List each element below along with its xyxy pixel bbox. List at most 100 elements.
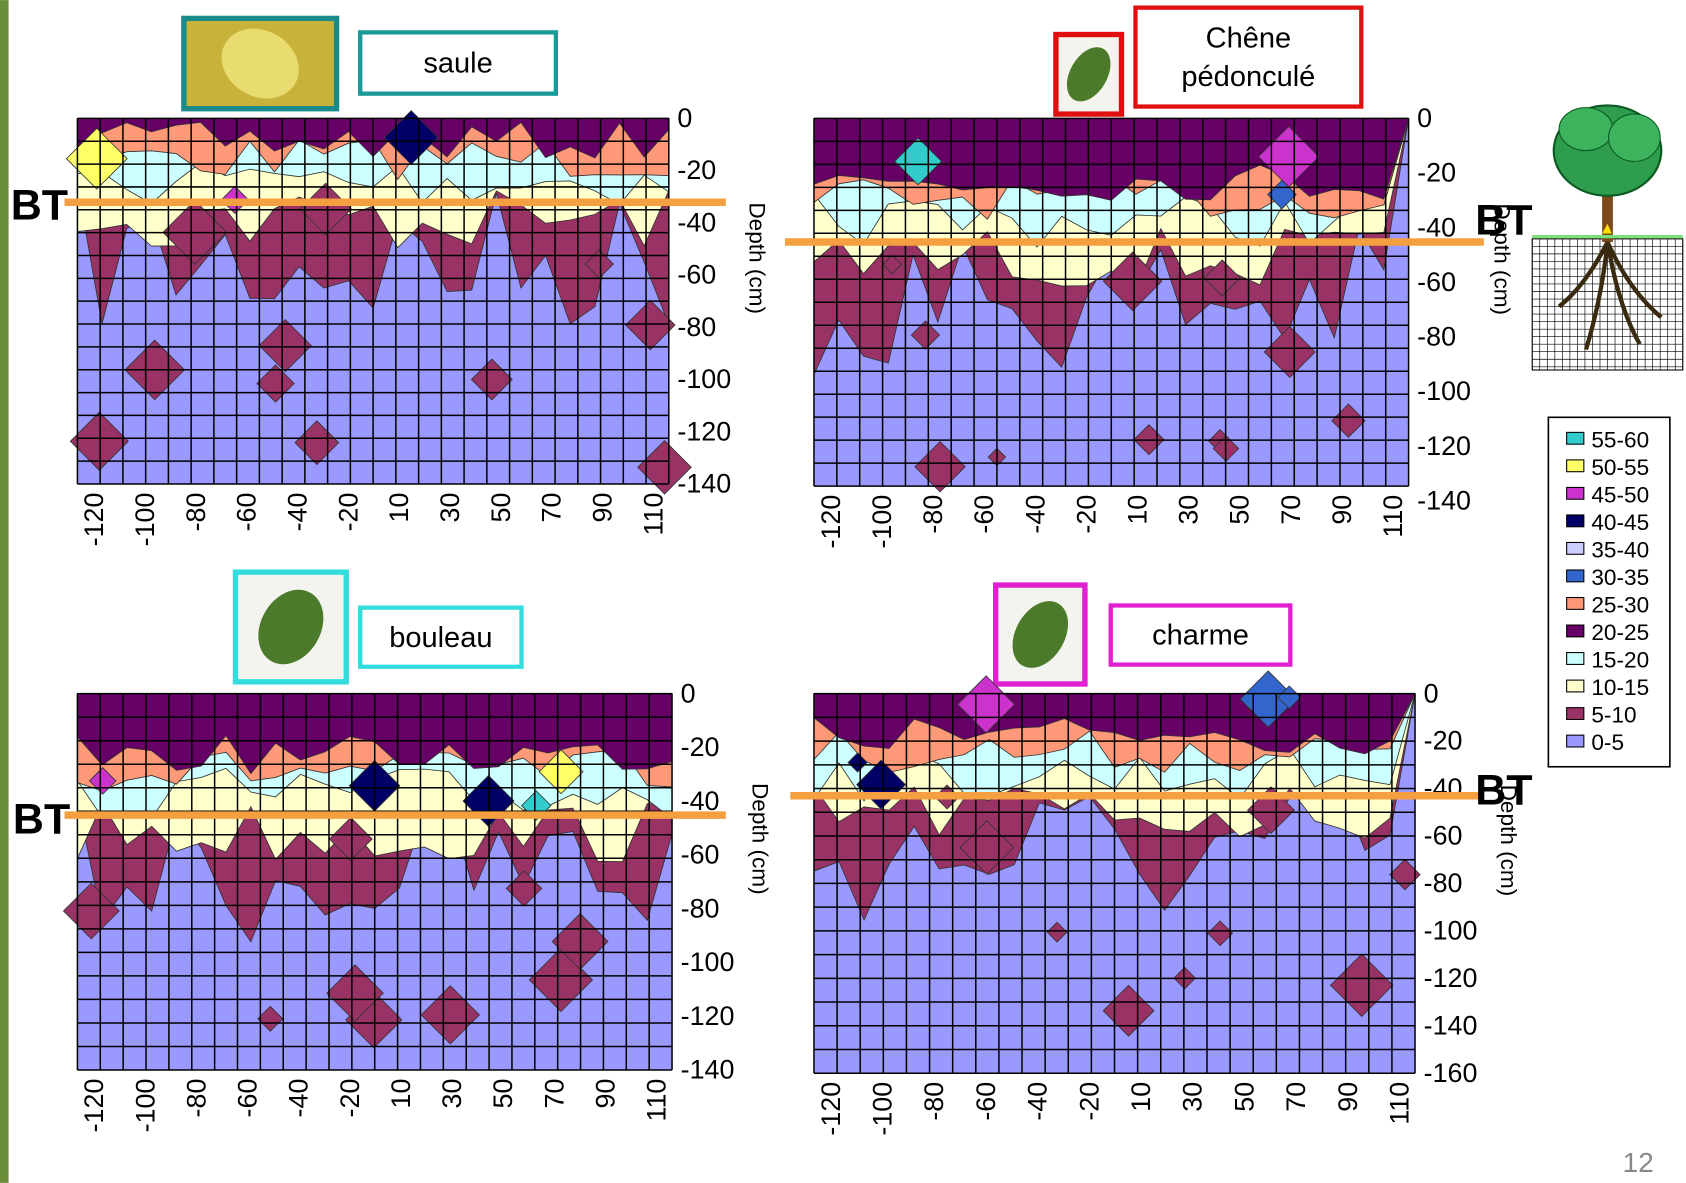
- x-tick-label: 10: [384, 493, 414, 523]
- contour-blob: [326, 964, 384, 1022]
- legend-label: 50-55: [1591, 455, 1649, 480]
- y-tick-label: -100: [677, 364, 731, 394]
- x-tick-label: -40: [1020, 495, 1050, 534]
- contour-blob: [65, 127, 128, 190]
- x-tick-label: -60: [233, 1079, 263, 1118]
- legend-label: 35-40: [1591, 538, 1649, 563]
- x-tick-label: 10: [1123, 495, 1153, 525]
- legend-label: 25-30: [1591, 593, 1649, 618]
- legend-swatch: [1566, 734, 1585, 748]
- x-tick-label: 10: [386, 1079, 416, 1109]
- x-tick-label: -60: [232, 493, 262, 532]
- x-tick-label: 70: [537, 493, 567, 523]
- y-tick-label: -120: [1417, 431, 1471, 461]
- y-tick-label: -20: [1424, 726, 1463, 756]
- y-tick-label: -40: [681, 786, 720, 816]
- bt-label: BT: [1475, 197, 1532, 245]
- legend-label: 45-50: [1591, 482, 1649, 507]
- x-tick-label: -120: [79, 1079, 109, 1133]
- legend-swatch: [1566, 569, 1585, 583]
- legend-label: 10-15: [1591, 675, 1649, 700]
- x-tick-label: -40: [284, 1079, 314, 1118]
- x-tick-label: 110: [638, 493, 668, 536]
- contour-blob: [328, 816, 373, 861]
- axis-label: Depth (cm): [748, 783, 773, 895]
- legend-label: 5-10: [1591, 703, 1636, 728]
- bt-label: BT: [11, 181, 68, 229]
- x-tick-label: 30: [437, 1079, 467, 1109]
- x-tick-label: -80: [181, 493, 211, 532]
- x-tick-label: -40: [283, 493, 313, 532]
- y-tick-label: -140: [1417, 485, 1471, 515]
- legend-swatch: [1566, 596, 1585, 610]
- contour-blob: [894, 137, 943, 186]
- x-tick-label: -100: [867, 495, 897, 549]
- x-tick-label: 70: [539, 1079, 569, 1109]
- y-tick-label: -60: [681, 840, 720, 870]
- x-tick-label: -80: [181, 1079, 211, 1118]
- y-tick-label: 0: [677, 103, 692, 133]
- contour-blob: [914, 440, 966, 493]
- contour-blob: [420, 985, 481, 1045]
- y-tick-label: -60: [1417, 267, 1456, 297]
- x-tick-label: 50: [486, 493, 516, 523]
- x-tick-label: -100: [130, 493, 160, 547]
- foliage-strip: [0, 0, 9, 1183]
- leaf: [258, 589, 324, 665]
- x-tick-label: 70: [1281, 1082, 1311, 1112]
- legend-swatch: [1566, 459, 1585, 473]
- axis-label: Depth (cm): [1490, 203, 1515, 315]
- y-tick-label: -120: [1424, 963, 1478, 993]
- page-number: 12: [1623, 1147, 1654, 1178]
- x-tick-label: 90: [588, 493, 618, 523]
- y-tick-label: -100: [1424, 915, 1478, 945]
- species-label: charme: [1152, 620, 1249, 652]
- contour-blob: [1331, 403, 1366, 438]
- y-tick-label: -100: [681, 947, 735, 977]
- legend-swatch: [1566, 707, 1585, 720]
- x-tick-label: -40: [1023, 1082, 1053, 1121]
- y-tick-label: -80: [1424, 868, 1463, 898]
- x-tick-label: -60: [969, 495, 999, 534]
- x-tick-label: 50: [1225, 495, 1255, 525]
- y-tick-label: -20: [681, 732, 720, 762]
- x-tick-label: 90: [1327, 495, 1357, 525]
- y-tick-label: -140: [1424, 1010, 1478, 1040]
- legend-label: 40-45: [1591, 510, 1649, 535]
- x-tick-label: 30: [435, 493, 465, 523]
- x-tick-label: 110: [1378, 495, 1408, 538]
- x-tick-label: 110: [642, 1079, 672, 1122]
- x-tick-label: 30: [1174, 495, 1204, 525]
- legend-swatch: [1566, 486, 1585, 500]
- x-tick-label: 10: [1126, 1082, 1156, 1112]
- species-box: [1133, 5, 1364, 109]
- y-tick-label: -40: [677, 207, 716, 237]
- axis-label: Depth (cm): [744, 202, 769, 314]
- contour-blob: [1046, 921, 1068, 943]
- contour-blob: [625, 299, 676, 351]
- y-tick-label: -160: [1424, 1058, 1478, 1088]
- y-tick-label: -100: [1417, 376, 1471, 406]
- x-tick-label: -20: [1074, 1082, 1104, 1121]
- y-tick-label: -140: [681, 1055, 735, 1085]
- legend-swatch: [1566, 541, 1585, 555]
- legend-label: 15-20: [1591, 648, 1649, 673]
- y-tick-label: -120: [681, 1001, 735, 1031]
- x-tick-label: -100: [867, 1082, 897, 1136]
- contour-blob: [256, 364, 295, 403]
- x-tick-label: -20: [333, 493, 363, 532]
- legend-swatch: [1566, 652, 1585, 665]
- y-tick-label: -80: [681, 893, 720, 923]
- species-label: bouleau: [389, 622, 492, 654]
- y-tick-label: -80: [677, 312, 716, 342]
- x-tick-label: -20: [335, 1079, 365, 1118]
- contour-blob: [521, 790, 552, 821]
- leaf: [221, 28, 299, 99]
- x-tick-label: -20: [1071, 495, 1101, 534]
- x-tick-label: -60: [971, 1082, 1001, 1121]
- y-tick-label: -20: [677, 155, 716, 185]
- x-tick-label: -80: [919, 1082, 949, 1121]
- y-tick-label: -60: [677, 260, 716, 290]
- species-box: [1108, 603, 1293, 667]
